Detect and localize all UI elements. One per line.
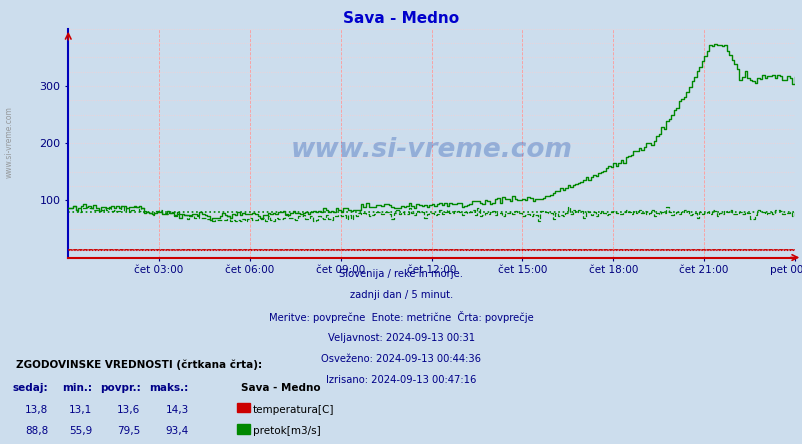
Text: www.si-vreme.com: www.si-vreme.com [5,106,14,178]
Text: povpr.:: povpr.: [99,383,140,393]
Text: maks.:: maks.: [149,383,188,393]
Text: Veljavnost: 2024-09-13 00:31: Veljavnost: 2024-09-13 00:31 [327,333,475,343]
Text: 13,1: 13,1 [69,405,92,415]
Text: 55,9: 55,9 [69,426,92,436]
Text: ZGODOVINSKE VREDNOSTI (črtkana črta):: ZGODOVINSKE VREDNOSTI (črtkana črta): [16,360,262,370]
Text: 13,8: 13,8 [25,405,48,415]
Text: Sava - Medno: Sava - Medno [241,383,320,393]
Text: temperatura[C]: temperatura[C] [253,405,334,415]
Text: pretok[m3/s]: pretok[m3/s] [253,426,320,436]
Text: 93,4: 93,4 [165,426,188,436]
Text: Osveženo: 2024-09-13 00:44:36: Osveženo: 2024-09-13 00:44:36 [321,354,481,364]
Text: 88,8: 88,8 [25,426,48,436]
Text: Slovenija / reke in morje.: Slovenija / reke in morje. [339,269,463,279]
Text: Sava - Medno: Sava - Medno [343,11,459,26]
Text: Izrisano: 2024-09-13 00:47:16: Izrisano: 2024-09-13 00:47:16 [326,375,476,385]
Text: min.:: min.: [63,383,92,393]
Text: www.si-vreme.com: www.si-vreme.com [290,137,572,163]
Text: 79,5: 79,5 [117,426,140,436]
Text: Meritve: povprečne  Enote: metrične  Črta: povprečje: Meritve: povprečne Enote: metrične Črta:… [269,311,533,323]
Text: zadnji dan / 5 minut.: zadnji dan / 5 minut. [350,290,452,300]
Text: sedaj:: sedaj: [13,383,48,393]
Text: 13,6: 13,6 [117,405,140,415]
Text: 14,3: 14,3 [165,405,188,415]
